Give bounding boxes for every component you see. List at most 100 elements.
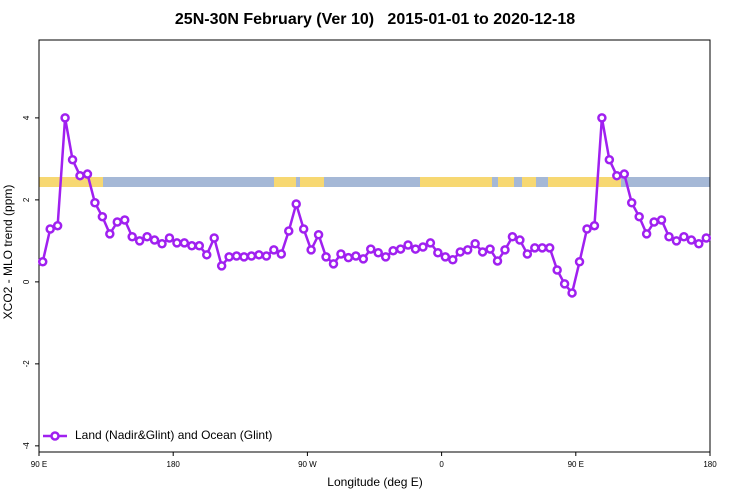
data-point bbox=[67, 154, 78, 165]
data-point bbox=[462, 245, 473, 255]
ocean-band bbox=[39, 177, 710, 187]
data-point bbox=[410, 244, 421, 254]
data-point bbox=[224, 252, 234, 262]
data-point bbox=[149, 235, 160, 245]
data-point bbox=[97, 211, 108, 222]
data-point bbox=[291, 199, 301, 209]
data-point bbox=[90, 198, 100, 208]
data-point bbox=[626, 198, 637, 208]
data-point bbox=[60, 113, 70, 123]
data-point bbox=[187, 241, 197, 251]
data-point bbox=[321, 252, 331, 262]
data-point bbox=[544, 243, 555, 253]
chart-title: 25N-30N February (Ver 10) 2015-01-01 to … bbox=[175, 11, 575, 28]
data-point bbox=[671, 236, 682, 246]
data-point bbox=[634, 211, 644, 222]
data-point bbox=[656, 215, 667, 225]
data-point bbox=[694, 238, 704, 249]
data-point bbox=[52, 220, 63, 231]
y-axis-label: XCO2 - MLO trend (ppm) bbox=[1, 185, 15, 320]
data-point bbox=[306, 245, 316, 255]
land-band bbox=[548, 177, 621, 187]
data-point bbox=[440, 252, 451, 262]
data-point bbox=[284, 226, 294, 236]
y-tick-label: 0 bbox=[22, 279, 31, 284]
data-point bbox=[343, 252, 354, 263]
data-point bbox=[701, 233, 712, 243]
data-point bbox=[119, 215, 130, 225]
data-point bbox=[246, 251, 257, 261]
data-point bbox=[373, 248, 383, 258]
data-point bbox=[194, 241, 205, 251]
data-point bbox=[522, 249, 533, 259]
x-axis-label: Longitude (deg E) bbox=[327, 475, 422, 489]
data-point bbox=[172, 238, 182, 248]
data-point bbox=[477, 247, 488, 257]
data-point bbox=[619, 169, 630, 179]
data-point bbox=[127, 232, 137, 242]
land-band bbox=[300, 177, 324, 187]
data-point bbox=[433, 248, 443, 258]
data-point bbox=[328, 259, 339, 269]
data-point bbox=[134, 236, 145, 246]
land-band bbox=[498, 177, 514, 187]
data-point bbox=[641, 229, 652, 239]
data-point bbox=[45, 224, 55, 234]
data-point bbox=[82, 169, 93, 179]
data-point bbox=[470, 238, 480, 249]
data-point bbox=[202, 250, 212, 260]
data-point bbox=[567, 288, 577, 298]
x-tick-label: 180 bbox=[167, 460, 181, 469]
data-point bbox=[679, 232, 689, 242]
data-point bbox=[448, 254, 458, 265]
data-point bbox=[380, 252, 391, 262]
data-point bbox=[254, 250, 264, 260]
x-tick-label: 90 W bbox=[298, 460, 317, 469]
data-point bbox=[179, 238, 190, 248]
y-tick-label: 2 bbox=[22, 197, 31, 202]
data-point bbox=[37, 257, 48, 267]
data-point bbox=[336, 249, 346, 259]
data-point bbox=[418, 242, 428, 252]
x-tick-label: 0 bbox=[439, 460, 444, 469]
data-point bbox=[216, 261, 227, 271]
data-point bbox=[597, 113, 607, 123]
data-point bbox=[164, 233, 175, 243]
data-point bbox=[686, 235, 697, 245]
y-tick-label: -2 bbox=[22, 360, 31, 368]
data-point bbox=[351, 251, 361, 261]
data-point bbox=[500, 245, 510, 255]
y-tick-label: 4 bbox=[22, 115, 31, 120]
data-point bbox=[604, 154, 615, 165]
data-point bbox=[507, 232, 518, 242]
land-band bbox=[420, 177, 492, 187]
data-point bbox=[358, 254, 369, 264]
legend-label: Land (Nadir&Glint) and Ocean (Glint) bbox=[75, 428, 272, 442]
data-point bbox=[559, 279, 570, 289]
data-point bbox=[276, 249, 287, 259]
data-point bbox=[75, 170, 85, 181]
plot-frame bbox=[38, 39, 711, 453]
x-tick-label: 180 bbox=[703, 460, 717, 469]
data-point bbox=[403, 240, 413, 250]
data-point bbox=[112, 217, 123, 227]
data-point bbox=[492, 256, 503, 266]
data-point bbox=[552, 265, 562, 275]
legend-marker bbox=[50, 431, 60, 441]
surface-band bbox=[39, 177, 710, 187]
data-point bbox=[455, 247, 465, 257]
data-point bbox=[105, 229, 115, 239]
data-point bbox=[388, 245, 398, 256]
data-point bbox=[366, 244, 376, 254]
x-tick-label: 90 E bbox=[568, 460, 584, 469]
data-point bbox=[515, 235, 525, 245]
data-point bbox=[649, 217, 659, 227]
data-point bbox=[612, 170, 622, 181]
land-band bbox=[39, 177, 103, 187]
data-point bbox=[269, 245, 279, 255]
data-point bbox=[395, 244, 406, 254]
data-point bbox=[485, 244, 495, 254]
data-point bbox=[142, 232, 152, 242]
data-point bbox=[530, 243, 540, 253]
